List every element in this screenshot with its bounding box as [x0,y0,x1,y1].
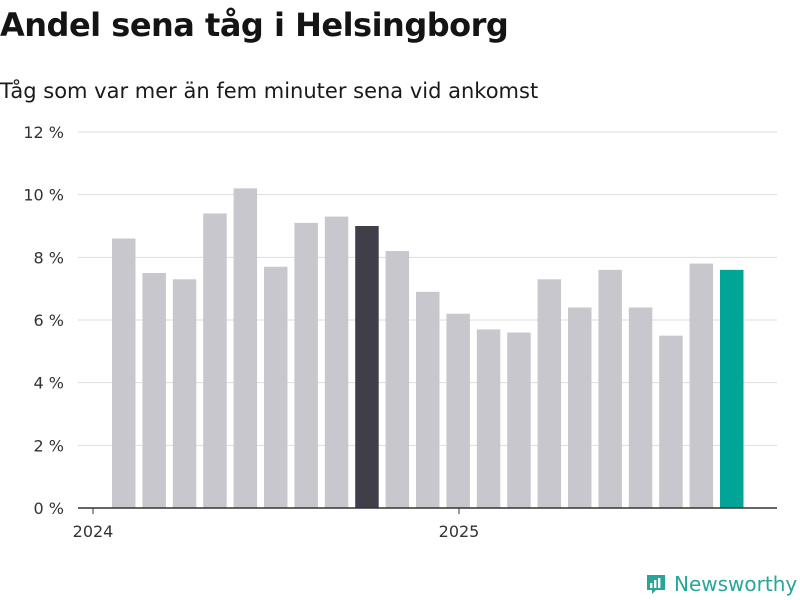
y-tick-label: 10 % [23,186,64,205]
bar-2024-01 [112,238,136,509]
bar-2025-07 [659,335,683,508]
chart-subtitle: Tåg som var mer än fem minuter sena vid … [0,79,539,103]
bar-2025-09 [720,269,744,508]
bar-2024-02 [142,273,166,508]
bar-2025-08 [689,263,714,508]
bar-2024-12 [446,313,470,508]
bar-2025-05 [598,269,622,508]
y-tick-label: 8 % [34,248,64,267]
bar-2025-02 [507,332,531,508]
bars [112,188,744,509]
chart-title: Andel sena tåg i Helsingborg [0,6,509,44]
bar-2025-03 [537,279,562,508]
y-tick-label: 12 % [23,123,64,142]
newsworthy-logo-icon [647,575,665,594]
newsworthy-brand[interactable]: Newsworthy [644,568,797,600]
bar-2024-07 [294,222,318,508]
y-tick-label: 4 % [34,374,64,393]
bar-2024-08 [324,216,349,508]
y-tick-label: 2 % [34,436,64,455]
axes: 0 % 2 % 4 % 6 % 8 % 10 % 12 % 2024 2025 [23,123,777,541]
bar-2024-03 [172,279,197,508]
y-tick-label: 0 % [34,499,64,518]
x-tick-label: 2024 [73,522,114,541]
bar-2025-01 [476,329,501,508]
bar-2025-04 [568,307,592,508]
bar-2025-06 [628,307,653,508]
bar-2024-10 [385,251,410,509]
bar-2024-04 [203,213,227,508]
bar-2024-09 [355,226,379,508]
y-tick-label: 6 % [34,311,64,330]
bar-2024-11 [416,291,440,508]
x-tick-label: 2025 [439,522,480,541]
brand-name: Newsworthy [674,572,798,596]
bar-2024-06 [264,266,288,508]
bar-2024-05 [233,188,258,508]
